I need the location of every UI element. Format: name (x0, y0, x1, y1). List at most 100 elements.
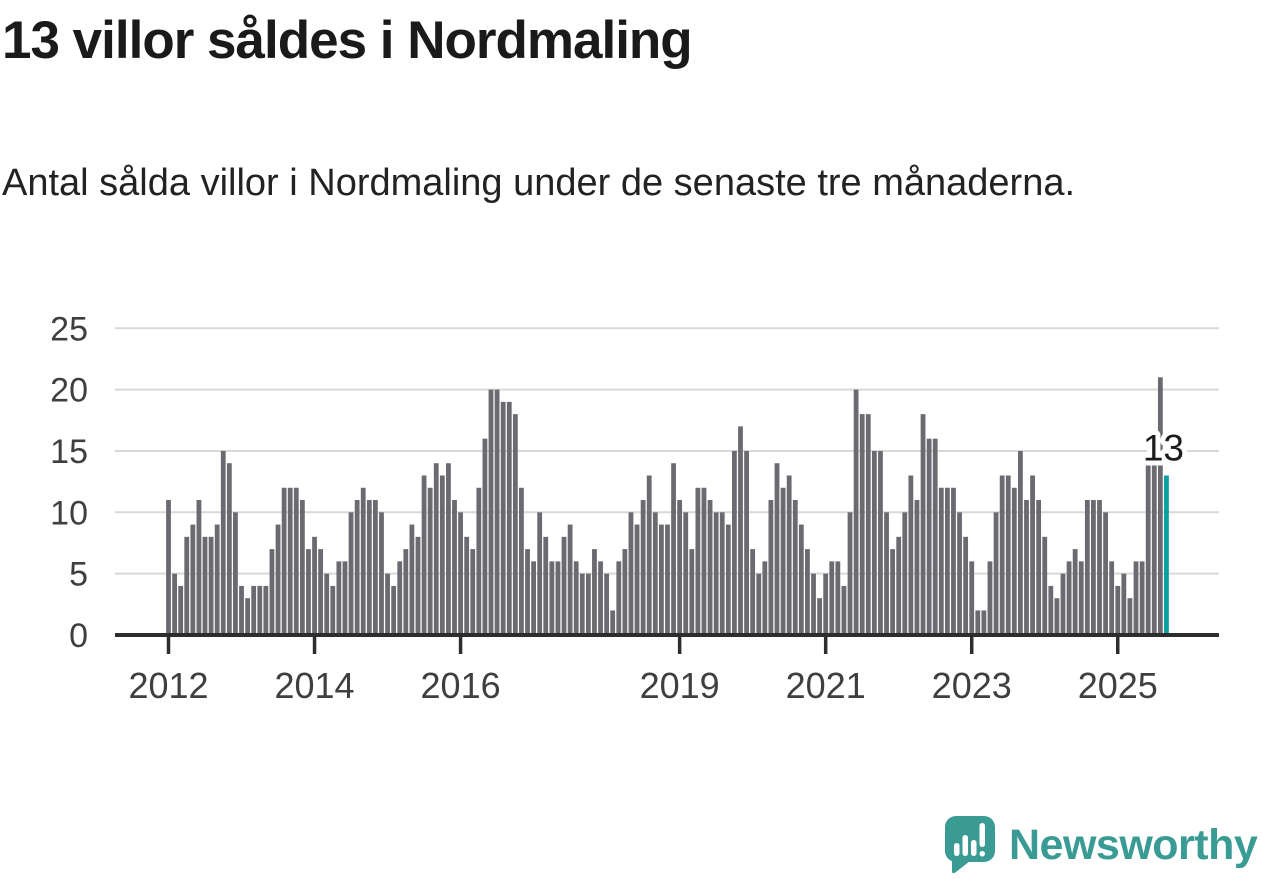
bar (981, 610, 987, 635)
bar (433, 463, 439, 635)
bar (671, 463, 676, 635)
bar-value-annotation-halo: 13 (1143, 427, 1184, 468)
bar (245, 598, 251, 635)
bar (525, 549, 530, 635)
bar (379, 512, 384, 635)
bar (415, 536, 421, 635)
bar (908, 475, 914, 635)
bar (172, 573, 177, 635)
bar (786, 475, 792, 635)
bar (1048, 585, 1054, 635)
bar (646, 475, 652, 635)
bar (774, 463, 780, 635)
chart-subtitle: Antal sålda villor i Nordmaling under de… (2, 162, 1076, 204)
bar (360, 487, 366, 635)
bar (640, 500, 646, 635)
bar (707, 500, 713, 635)
bar (841, 585, 847, 635)
newsworthy-logo: Newsworthy (944, 815, 1260, 875)
bar (476, 487, 482, 635)
bar (293, 487, 299, 635)
bar (1145, 463, 1151, 635)
bar (1005, 475, 1011, 635)
bar (458, 512, 463, 635)
bar (403, 549, 409, 635)
bar (214, 524, 220, 635)
bar (738, 426, 743, 635)
bar (1011, 487, 1017, 635)
y-tick-label: 0 (69, 617, 88, 655)
bar (1133, 561, 1139, 635)
highlighted-bar (1164, 475, 1169, 635)
y-tick-label: 25 (50, 310, 88, 348)
bar (385, 573, 390, 635)
bar (269, 549, 275, 635)
bar (652, 512, 658, 635)
bar (975, 610, 981, 635)
bar (1066, 561, 1072, 635)
bar (677, 500, 683, 635)
x-tick-label: 2023 (932, 665, 1012, 706)
bar (1042, 536, 1048, 635)
bar (190, 524, 196, 635)
bar (263, 585, 269, 635)
bar (519, 487, 524, 635)
bar (744, 450, 749, 635)
bar (634, 524, 640, 635)
bar (512, 414, 518, 635)
bar (1036, 500, 1042, 635)
bar (658, 524, 664, 635)
bar (878, 450, 883, 635)
bar (780, 487, 786, 635)
y-tick-label: 20 (50, 372, 88, 410)
bar (884, 512, 889, 635)
bar (817, 598, 822, 635)
bar (896, 536, 902, 635)
bar (1103, 512, 1108, 635)
bar (318, 549, 324, 635)
bar (397, 561, 403, 635)
bar (847, 512, 853, 635)
bar (811, 573, 816, 635)
bar (622, 549, 628, 635)
bar (920, 414, 926, 635)
bar (598, 561, 603, 635)
bar (1024, 500, 1029, 635)
bar (281, 487, 287, 635)
bar (1097, 500, 1102, 635)
bar (366, 500, 372, 635)
bar (567, 524, 573, 635)
bar (1072, 549, 1078, 635)
bar (166, 500, 171, 635)
bar (446, 463, 451, 635)
x-tick-label: 2016 (421, 665, 501, 706)
bar (1139, 561, 1145, 635)
newsworthy-brand-text: Newsworthy (1009, 820, 1258, 869)
bar (1127, 598, 1133, 635)
bar (1091, 500, 1096, 635)
bar (220, 450, 226, 635)
bar (573, 561, 579, 635)
bar (914, 500, 920, 635)
bar (324, 573, 330, 635)
y-tick-label: 5 (69, 556, 88, 594)
bar (287, 487, 293, 635)
bar-value-annotation: 13 (1143, 427, 1184, 468)
bar (944, 487, 950, 635)
bar (938, 487, 944, 635)
bar (464, 536, 470, 635)
bar (604, 573, 610, 635)
bar (957, 512, 962, 635)
y-tick-label: 10 (50, 494, 88, 532)
x-tick-label: 2021 (786, 665, 866, 706)
bar (932, 438, 938, 635)
y-tick-label: 15 (50, 433, 88, 471)
bar (579, 573, 585, 635)
bar (683, 512, 689, 635)
bar (549, 561, 555, 635)
bar (665, 524, 670, 635)
bar (610, 610, 616, 635)
bar (421, 475, 427, 635)
bar (732, 450, 737, 635)
bar (482, 438, 488, 635)
